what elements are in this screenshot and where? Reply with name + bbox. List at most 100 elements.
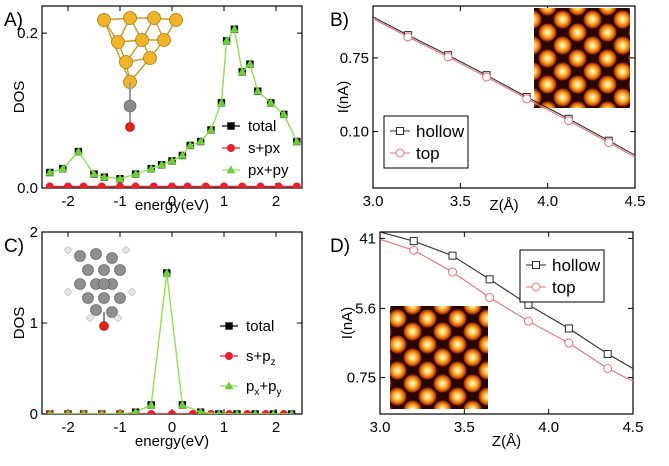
data-point — [403, 32, 413, 42]
data-point — [80, 409, 87, 414]
gold-atom — [157, 33, 171, 47]
hydrogen-atom — [86, 314, 94, 322]
x-tick-label: 2 — [272, 419, 280, 436]
carbon-atom — [123, 99, 137, 113]
legend-box — [383, 115, 469, 169]
legend-marker — [225, 352, 233, 360]
gold-atom — [123, 11, 137, 25]
cluster-molecule-inset — [97, 11, 183, 132]
bond — [103, 19, 131, 83]
legend-marker — [532, 261, 540, 269]
data-point — [131, 182, 140, 188]
x-axis-label: Z(Å) — [489, 197, 518, 214]
panel-letter: C) — [4, 236, 24, 257]
panel-0: A) -2 -1 0 1 2 0.0 0.2 energy(eV) DOS total s+px px+… — [4, 5, 303, 214]
data-point — [146, 400, 156, 409]
gold-atom — [143, 51, 157, 65]
data-point — [222, 36, 232, 45]
data-point — [201, 182, 210, 188]
y-tick-label: 2 — [30, 224, 38, 241]
x-tick-label: 3.5 — [454, 419, 475, 436]
legend-label: px+py — [248, 162, 289, 179]
data-point — [564, 116, 574, 126]
data-point — [253, 86, 263, 95]
data-point — [274, 182, 283, 188]
data-point — [443, 52, 453, 62]
x-tick-label: 3.5 — [450, 193, 471, 210]
carbon-atom — [98, 278, 110, 290]
data-point — [64, 182, 72, 188]
carbon-atom — [90, 248, 102, 260]
legend-label: s+px — [248, 140, 281, 157]
carbon-atom — [106, 252, 118, 264]
data-point — [216, 98, 226, 107]
x-tick-label: 4.5 — [623, 419, 644, 436]
series-layer — [373, 16, 635, 158]
data-point — [238, 182, 247, 188]
data-point — [149, 182, 158, 188]
hydrogen-atom — [64, 288, 72, 296]
data-point — [45, 167, 55, 176]
data-point — [146, 164, 156, 172]
data-point — [448, 251, 457, 260]
series-line-hollow — [373, 16, 635, 156]
data-point — [79, 182, 88, 188]
y-tick-label: 0.0 — [17, 180, 38, 197]
legend-label: top — [552, 278, 576, 297]
carbon-atom — [98, 292, 110, 304]
data-point — [564, 324, 573, 333]
carbon-atom — [98, 264, 110, 276]
y-tick-label: 0 — [30, 406, 38, 423]
data-point — [196, 136, 206, 145]
data-point — [177, 150, 187, 159]
data-point — [229, 24, 239, 33]
data-point — [279, 109, 289, 118]
legend-marker — [395, 148, 405, 158]
panel-3: D) 3.0 3.5 4.0 4.5 41 5.6 0.75 Z(Å) I(nA) hollow to… — [330, 230, 643, 450]
data-point — [485, 275, 494, 284]
data-point — [167, 156, 177, 165]
data-point — [47, 409, 53, 414]
data-point — [256, 182, 265, 188]
plot-frame — [372, 5, 636, 189]
data-point — [292, 182, 301, 188]
data-point — [185, 140, 195, 149]
carbon-atom — [74, 250, 86, 262]
legend-marker — [224, 381, 234, 390]
data-point — [243, 410, 252, 414]
panel-letter: A) — [4, 10, 23, 31]
data-point — [245, 59, 255, 68]
data-point — [131, 169, 141, 178]
data-point — [482, 72, 492, 82]
data-point — [252, 409, 258, 414]
x-tick-label: -2 — [61, 193, 74, 210]
data-point — [485, 293, 495, 303]
x-tick-label: 3.0 — [370, 419, 391, 436]
data-point — [131, 407, 140, 414]
carbon-atom — [90, 304, 102, 316]
oxygen-atom — [125, 122, 135, 132]
data-point — [266, 98, 276, 107]
oxygen-atom — [99, 321, 109, 331]
y-tick-label: 0.10 — [340, 124, 369, 141]
data-point — [45, 182, 54, 188]
legend-marker — [227, 122, 235, 130]
x-tick-label: 4.0 — [537, 193, 558, 210]
data-point — [183, 182, 192, 188]
y-axis-label: I(nA) — [339, 307, 356, 340]
carbon-atom — [82, 292, 94, 304]
data-point — [603, 349, 612, 358]
y-axis-label: DOS — [11, 307, 28, 340]
hydrogen-atom — [122, 246, 130, 254]
y-tick-label: 1 — [30, 315, 38, 332]
carbon-atom — [106, 306, 118, 318]
data-point — [409, 237, 418, 246]
legend-label: px+py — [246, 378, 281, 398]
hydrogen-atom — [64, 246, 72, 254]
y-axis-label: I(nA) — [335, 81, 352, 114]
panel-letter: D) — [330, 236, 350, 257]
x-tick-label: 1 — [220, 419, 228, 436]
data-point — [279, 410, 288, 414]
data-point — [115, 174, 125, 183]
x-tick-label: 0 — [168, 193, 176, 210]
